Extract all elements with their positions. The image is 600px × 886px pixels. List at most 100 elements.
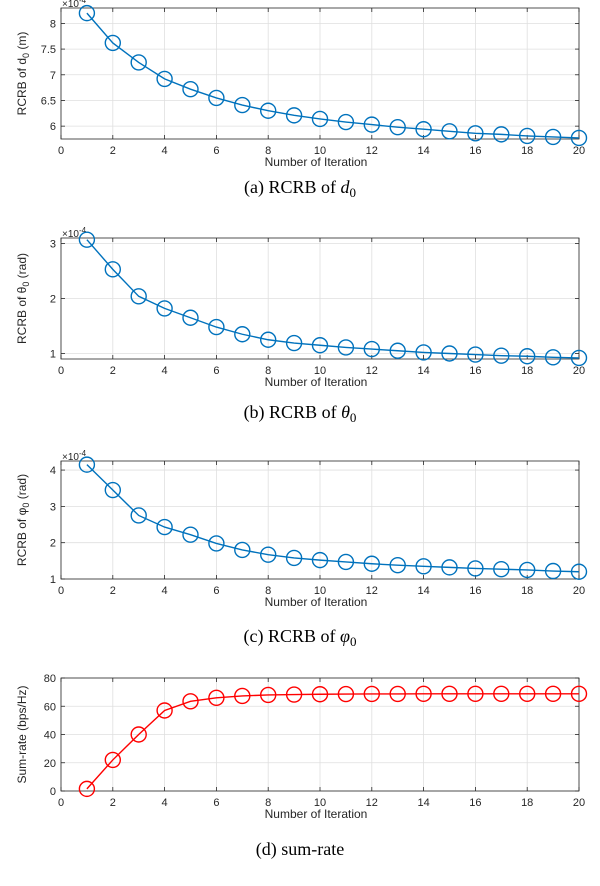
data-point [130, 726, 147, 743]
x-axis-title: Number of Iteration [265, 375, 368, 389]
data-point [544, 128, 562, 146]
x-tick-label: 8 [265, 797, 271, 809]
data-point [337, 113, 355, 131]
x-tick-label: 4 [162, 145, 168, 157]
x-tick-label: 2 [110, 585, 116, 597]
x-tick-label: 20 [573, 365, 585, 377]
x-tick-label: 18 [521, 585, 533, 597]
data-point [570, 349, 588, 367]
data-point [570, 563, 588, 580]
data-point [182, 80, 199, 98]
data-point [415, 344, 432, 361]
data-point [493, 347, 510, 364]
x-tick-label: 10 [314, 585, 326, 597]
y-tick-label: 3 [50, 501, 56, 513]
data-point [156, 70, 173, 88]
data-point [156, 702, 173, 719]
data-point [156, 300, 173, 317]
data-point [415, 121, 432, 138]
x-tick-label: 6 [213, 365, 219, 377]
x-tick-label: 4 [162, 585, 168, 597]
data-point [441, 559, 458, 576]
data-point [389, 118, 406, 136]
x-axis-title: Number of Iteration [265, 807, 368, 821]
data-point [208, 689, 225, 706]
y-exponent-label: ×10-4 [62, 449, 87, 463]
x-tick-label: 18 [521, 145, 533, 157]
y-tick-label: 40 [44, 730, 56, 742]
data-point [570, 129, 588, 147]
data-point [182, 526, 199, 543]
data-point [260, 686, 277, 704]
chart-panel-4: 0 2 4 6 8 10 12 14 16 18 20 0 20 40 60 80 Number of Iter… [15, 673, 588, 860]
data-point [130, 288, 147, 305]
x-tick-label: 10 [314, 797, 326, 809]
data-point [130, 54, 147, 71]
x-tick-label: 12 [366, 365, 378, 377]
data-point [467, 125, 484, 142]
x-axis-title: Number of Iteration [265, 595, 368, 609]
chart-panel-1: 0 2 4 6 8 10 12 14 16 18 20 6 6.5 7 7.5 8 ×10-4 Number of… [15, 0, 588, 200]
data-point [493, 685, 510, 703]
x-tick-label: 16 [469, 585, 481, 597]
x-tick-label: 8 [265, 145, 271, 157]
data-point [467, 685, 484, 703]
data-point [441, 685, 458, 703]
data-point [389, 557, 406, 574]
data-point [285, 549, 303, 567]
data-point [78, 231, 96, 248]
series-line [86, 693, 579, 790]
y-tick-label: 2 [50, 294, 56, 306]
x-tick-label: 20 [573, 797, 585, 809]
y-tick-label: 2 [50, 538, 56, 550]
data-point [182, 693, 199, 710]
x-tick-label: 0 [58, 145, 64, 157]
data-point [337, 339, 355, 356]
data-point [156, 518, 173, 536]
data-point [389, 685, 406, 703]
data-point [234, 96, 251, 114]
data-point [389, 342, 406, 359]
y-tick-label: 1 [50, 574, 56, 586]
y-axis-title: RCRB of d0 (m) [15, 32, 31, 116]
y-tick-label: 7 [50, 70, 56, 82]
x-tick-label: 2 [110, 145, 116, 157]
x-tick-label: 12 [366, 797, 378, 809]
y-tick-label: 80 [44, 673, 56, 685]
y-tick-label: 7.5 [41, 44, 56, 56]
data-point [130, 507, 147, 524]
data-point [415, 558, 432, 575]
y-exponent-label: ×10-4 [62, 226, 87, 240]
data-point [570, 685, 588, 703]
data-point [234, 541, 251, 559]
data-point [104, 481, 122, 499]
x-tick-label: 10 [314, 145, 326, 157]
y-tick-label: 6.5 [41, 95, 56, 107]
data-point [208, 318, 225, 336]
x-tick-label: 0 [58, 365, 64, 377]
data-point [104, 34, 122, 52]
data-point [208, 535, 225, 552]
x-tick-label: 12 [366, 585, 378, 597]
x-axis-title: Number of Iteration [265, 155, 368, 169]
x-tick-label: 6 [213, 797, 219, 809]
data-point [78, 4, 96, 22]
data-point [311, 337, 329, 354]
data-point [544, 349, 562, 366]
x-tick-label: 10 [314, 365, 326, 377]
data-point [311, 551, 329, 569]
data-point [104, 751, 122, 769]
data-point [260, 102, 277, 119]
series-line [86, 12, 580, 139]
data-point [493, 560, 510, 578]
data-point [363, 685, 380, 703]
panel-caption: (a) RCRB of d0 [244, 177, 356, 200]
x-tick-label: 20 [573, 585, 585, 597]
data-point [104, 261, 122, 278]
x-tick-label: 4 [162, 797, 168, 809]
series-line [86, 239, 580, 359]
panel-caption: (d) sum-rate [256, 839, 344, 860]
data-point [493, 126, 510, 143]
data-point [311, 110, 329, 128]
